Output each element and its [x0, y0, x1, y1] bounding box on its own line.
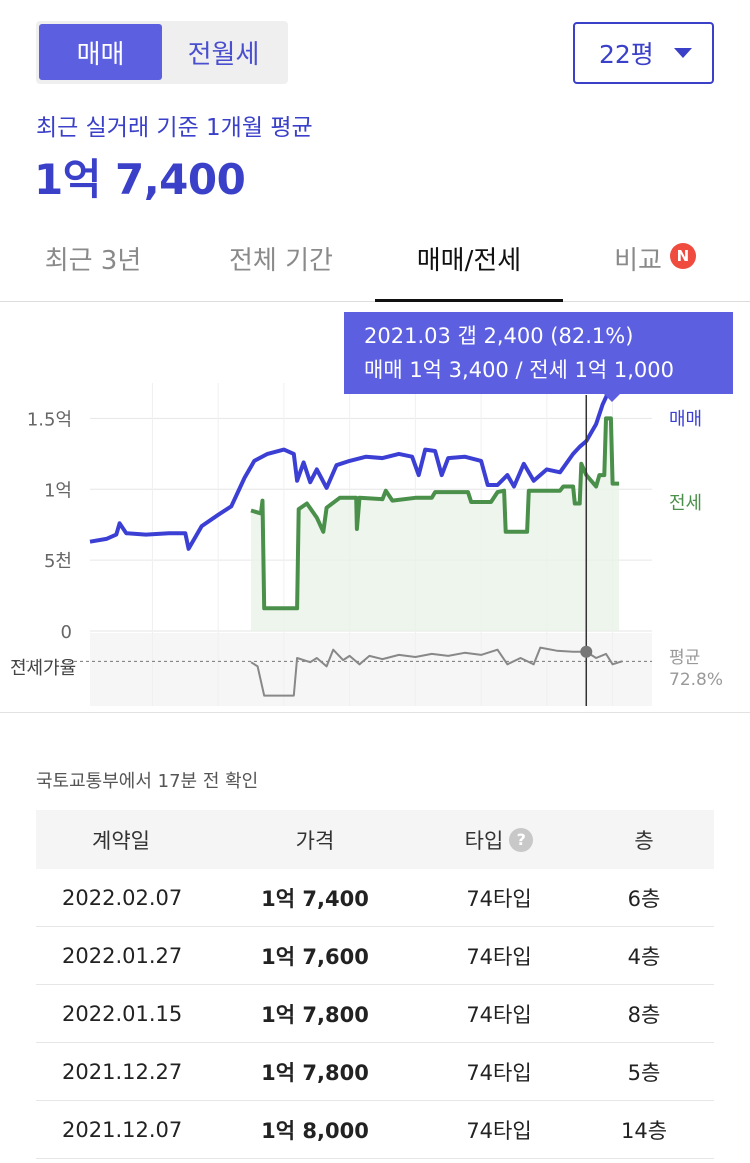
table-row[interactable]: 2022.01.27 1억 7,600 74타입 4층: [36, 927, 714, 985]
average-price: 1억 7,400: [34, 155, 246, 204]
row-price: 1억 7,800: [261, 1060, 369, 1085]
cursor-point: [580, 645, 593, 658]
deal-type-sale-button[interactable]: 매매: [39, 24, 162, 80]
transaction-table: 계약일 가격 타입 ? 층 2022.02.07 1억 7,400 74타입 6…: [36, 810, 714, 1159]
row-floor: 14층: [620, 1118, 668, 1143]
sale-line: [89, 382, 623, 551]
period-tabs: 최근 3년 전체 기간 매매/전세 비교 N: [0, 222, 750, 302]
tab-sale-jeonse[interactable]: 매매/전세: [375, 222, 563, 302]
row-date: 2022.02.07: [62, 885, 183, 910]
row-date: 2022.01.27: [62, 943, 183, 968]
sale-series-label: 매매: [669, 409, 702, 430]
tab-all-period[interactable]: 전체 기간: [196, 222, 366, 302]
chart-tooltip: 2021.03 갭 2,400 (82.1%) 매매 1억 3,400 / 전세…: [344, 312, 733, 402]
price-subtitle: 최근 실거래 기준 1개월 평균: [36, 115, 313, 141]
table-row[interactable]: 2022.02.07 1억 7,400 74타입 6층: [36, 869, 714, 927]
jeonse-series-label: 전세: [669, 493, 702, 514]
source-text: 국토교통부에서 17분 전 확인: [36, 771, 259, 792]
size-dropdown-value: 22평: [599, 40, 654, 69]
size-dropdown[interactable]: 22평: [573, 22, 714, 84]
tab-label: 최근 3년: [44, 246, 142, 276]
tooltip-gap-line: 2021.03 갭 2,400 (82.1%): [364, 324, 634, 348]
row-type: 74타입: [466, 1118, 532, 1143]
header-floor: 층: [634, 828, 654, 853]
row-price: 1억 7,800: [261, 1002, 369, 1027]
row-date: 2021.12.07: [62, 1117, 183, 1142]
table-row[interactable]: 2021.12.07 1억 8,000 74타입 14층: [36, 1101, 714, 1159]
ratio-band-bg: [90, 633, 652, 706]
average-value: 72.8%: [669, 670, 723, 690]
deal-type-toggle: 매매 전월세: [36, 21, 288, 84]
tooltip-arrow: [604, 394, 620, 402]
row-floor: 5층: [627, 1060, 661, 1085]
jeonse-area: [251, 418, 620, 631]
y-tick-label: 1억: [44, 480, 72, 501]
table-row[interactable]: 2022.01.15 1억 7,800 74타입 8층: [36, 985, 714, 1043]
header-date: 계약일: [92, 828, 150, 853]
price-chart-svg: 1.5억1억5천0매매전세전세가율평균72.8%2008201020122014…: [10, 382, 723, 706]
price-chart[interactable]: 1.5억1억5천0매매전세전세가율평균72.8%2008201020122014…: [0, 303, 750, 713]
deal-type-rent-button[interactable]: 전월세: [187, 39, 260, 70]
tab-label: 전체 기간: [229, 246, 333, 276]
row-floor: 4층: [627, 944, 661, 969]
average-label: 평균: [669, 648, 700, 668]
row-date: 2021.12.27: [62, 1059, 183, 1084]
row-price: 1억 7,600: [261, 944, 369, 969]
row-type: 74타입: [466, 1002, 532, 1027]
ratio-line: [250, 646, 623, 697]
tab-recent-3y[interactable]: 최근 3년: [18, 222, 168, 302]
header-type-label: 타입: [464, 828, 504, 853]
ratio-label: 전세가율: [10, 658, 76, 679]
help-icon[interactable]: ?: [509, 827, 534, 852]
row-floor: 6층: [627, 886, 661, 911]
row-floor: 8층: [627, 1002, 661, 1027]
y-tick-label: 1.5억: [27, 409, 72, 430]
tooltip-price-line: 매매 1억 3,400 / 전세 1억 1,000: [364, 358, 675, 382]
row-price: 1억 8,000: [261, 1118, 369, 1143]
row-type: 74타입: [466, 886, 532, 911]
tab-label: 비교: [614, 246, 662, 276]
row-type: 74타입: [466, 944, 532, 969]
tab-label: 매매/전세: [416, 246, 522, 276]
header-type: 타입 ?: [424, 825, 574, 855]
y-tick-label: 5천: [44, 551, 72, 572]
table-row[interactable]: 2021.12.27 1억 7,800 74타입 5층: [36, 1043, 714, 1101]
row-type: 74타입: [466, 1060, 532, 1085]
header-price: 가격: [295, 828, 335, 853]
y-tick-label: 0: [61, 622, 72, 643]
caret-down-icon: [674, 48, 692, 58]
row-date: 2022.01.15: [62, 1001, 183, 1026]
new-badge: N: [669, 243, 696, 269]
tab-compare[interactable]: 비교 N: [600, 222, 710, 302]
table-header: 계약일 가격 타입 ? 층: [36, 810, 714, 869]
row-price: 1억 7,400: [261, 886, 369, 911]
